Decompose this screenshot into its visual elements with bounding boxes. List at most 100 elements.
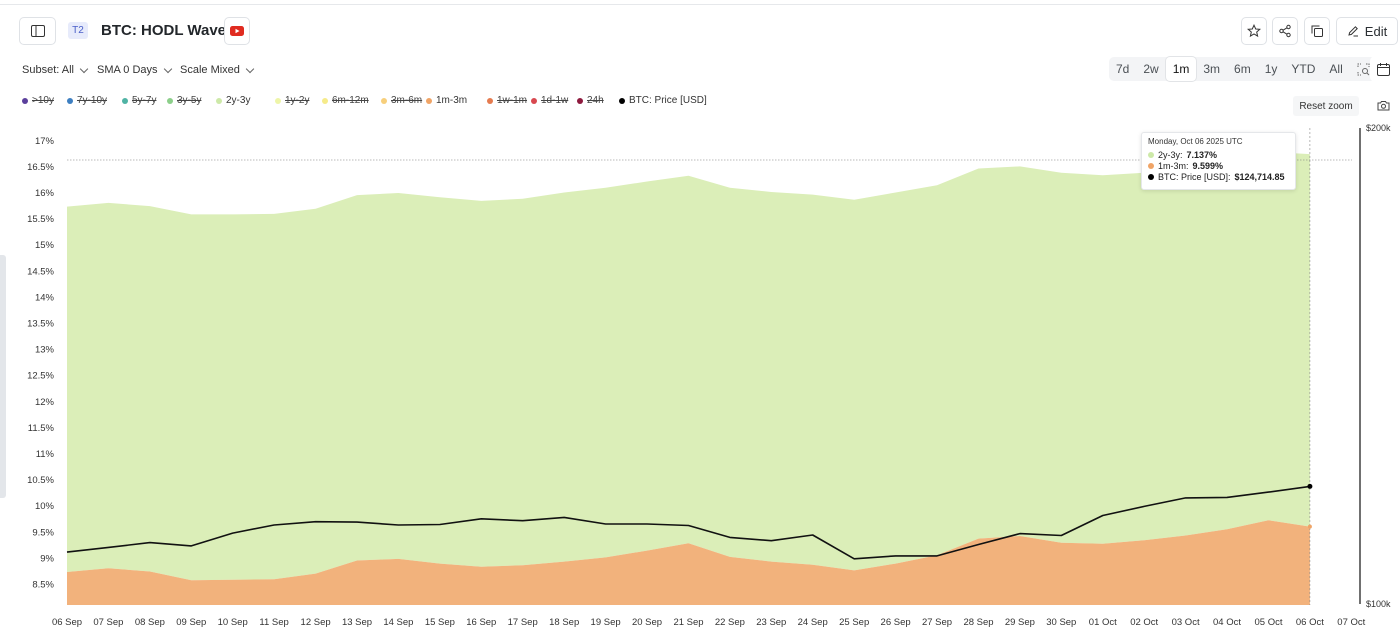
x-tick-label: 12 Sep xyxy=(301,617,331,628)
x-tick-label: 06 Sep xyxy=(52,617,82,628)
calendar-button[interactable] xyxy=(1370,56,1396,82)
range-1m[interactable]: 1m xyxy=(1165,57,1197,81)
x-tick-label: 09 Sep xyxy=(176,617,206,628)
reset-zoom-button[interactable]: Reset zoom xyxy=(1293,96,1359,116)
legend-dot xyxy=(426,97,432,104)
range-all[interactable]: All xyxy=(1329,62,1343,76)
tooltip-row: 1m-3m: 9.599% xyxy=(1148,160,1289,171)
legend-item[interactable]: 3m-6m xyxy=(381,95,422,106)
subset-dropdown[interactable]: Subset: All xyxy=(22,64,89,76)
chart-controls: Subset: All SMA 0 Days Scale Mixed xyxy=(0,60,1400,80)
zoom-select-icon xyxy=(1357,63,1370,75)
subset-label: Subset: All xyxy=(22,64,74,76)
y-tick-label: 12.5% xyxy=(27,371,54,382)
share-icon xyxy=(1279,24,1291,38)
legend-label: 6m-12m xyxy=(332,95,369,106)
tooltip-row: BTC: Price [USD]: $124,714.85 xyxy=(1148,171,1289,182)
y-tick-label: 10.5% xyxy=(27,475,54,486)
legend-item[interactable]: 1y-2y xyxy=(275,95,309,106)
legend-label: 1w-1m xyxy=(497,95,528,106)
y-tick-label: 17% xyxy=(35,136,55,147)
range-1y[interactable]: 1y xyxy=(1264,62,1278,76)
zoom-select-button[interactable] xyxy=(1350,57,1377,81)
sma-dropdown[interactable]: SMA 0 Days xyxy=(97,64,172,76)
x-tick-label: 07 Sep xyxy=(93,617,123,628)
legend-dot xyxy=(619,97,625,104)
legend-item[interactable]: BTC: Price [USD] xyxy=(619,95,707,106)
legend-item[interactable]: 3y-5y xyxy=(167,95,201,106)
legend-item[interactable]: 24h xyxy=(577,95,604,106)
legend-item[interactable]: 6m-12m xyxy=(322,95,369,106)
tooltip-date: Monday, Oct 06 2025 UTC xyxy=(1148,137,1243,146)
range-ytd[interactable]: YTD xyxy=(1291,62,1316,76)
legend-item[interactable]: 2y-3y xyxy=(216,95,250,106)
scale-label: Scale Mixed xyxy=(180,64,240,76)
copy-button[interactable] xyxy=(1304,17,1330,45)
y-tick-label: 11% xyxy=(36,449,55,460)
x-tick-label: 03 Oct xyxy=(1172,617,1200,628)
range-7d[interactable]: 7d xyxy=(1116,62,1130,76)
tooltip-dot xyxy=(1148,151,1154,158)
screenshot-button[interactable] xyxy=(1371,95,1395,115)
edit-button[interactable]: Edit xyxy=(1336,17,1398,45)
legend-item[interactable]: 5y-7y xyxy=(122,95,156,106)
y-tick-label: 9% xyxy=(40,553,54,564)
legend-item[interactable]: 1m-3m xyxy=(426,95,467,106)
favorite-button[interactable] xyxy=(1241,17,1267,45)
legend-dot xyxy=(216,97,222,104)
x-tick-label: 10 Sep xyxy=(218,617,248,628)
tooltip-value: 9.599% xyxy=(1192,160,1224,171)
sma-label: SMA 0 Days xyxy=(97,64,158,76)
share-button[interactable] xyxy=(1272,17,1298,45)
x-tick-label: 05 Oct xyxy=(1255,617,1283,628)
y-tick-label: 10% xyxy=(35,501,55,512)
y-tick-label: 8.5% xyxy=(32,580,54,591)
scale-dropdown[interactable]: Scale Mixed xyxy=(180,64,255,76)
youtube-button[interactable] xyxy=(224,17,250,45)
calendar-icon xyxy=(1376,62,1390,76)
x-tick-label: 13 Sep xyxy=(342,617,372,628)
top-divider xyxy=(0,4,1400,5)
range-6m[interactable]: 6m xyxy=(1234,62,1251,76)
x-tick-label: 22 Sep xyxy=(715,617,745,628)
y-tick-label: 12% xyxy=(35,397,55,408)
sidebar-toggle-button[interactable] xyxy=(19,17,56,45)
legend-label: 1d-1w xyxy=(541,95,569,106)
legend-dot xyxy=(531,97,537,104)
range-3m[interactable]: 3m xyxy=(1203,62,1221,76)
y-tick-label: 15% xyxy=(35,240,55,251)
price-axis-max-label: $200k xyxy=(1366,123,1391,133)
legend-item[interactable]: >10y xyxy=(22,95,54,106)
tooltip-value: 7.137% xyxy=(1186,149,1218,160)
copy-icon xyxy=(1311,25,1323,37)
tooltip-value: $124,714.85 xyxy=(1234,171,1285,182)
legend-label: >10y xyxy=(32,95,54,106)
page-title: BTC: HODL Waves xyxy=(101,22,235,39)
y-tick-label: 13% xyxy=(35,345,55,356)
legend-label: 24h xyxy=(587,95,604,106)
legend-item[interactable]: 1d-1w xyxy=(531,95,568,106)
legend-item[interactable]: 1w-1m xyxy=(487,95,527,106)
x-tick-label: 20 Sep xyxy=(632,617,662,628)
legend-item[interactable]: 7y-10y xyxy=(67,95,107,106)
1m-3m-marker xyxy=(1307,524,1312,529)
x-tick-label: 07 Oct xyxy=(1337,617,1365,628)
tooltip-label: BTC: Price [USD]: xyxy=(1158,171,1231,182)
legend-dot xyxy=(167,97,173,104)
area-2y-3y xyxy=(67,151,1310,581)
y-tick-label: 9.5% xyxy=(32,527,54,538)
youtube-icon xyxy=(230,26,244,36)
legend-dot xyxy=(22,97,28,104)
x-tick-label: 02 Oct xyxy=(1130,617,1158,628)
x-tick-label: 27 Sep xyxy=(922,617,952,628)
y-tick-label: 14% xyxy=(35,292,55,303)
legend-label: 5y-7y xyxy=(132,95,157,106)
legend-dot xyxy=(487,97,493,104)
x-tick-label: 28 Sep xyxy=(963,617,993,628)
left-scroll-handle[interactable] xyxy=(0,255,6,498)
x-tick-label: 15 Sep xyxy=(425,617,455,628)
legend-label: 1y-2y xyxy=(285,95,310,106)
legend-label: 3y-5y xyxy=(177,95,202,106)
legend-label: BTC: Price [USD] xyxy=(629,95,707,106)
range-2w[interactable]: 2w xyxy=(1143,62,1159,76)
